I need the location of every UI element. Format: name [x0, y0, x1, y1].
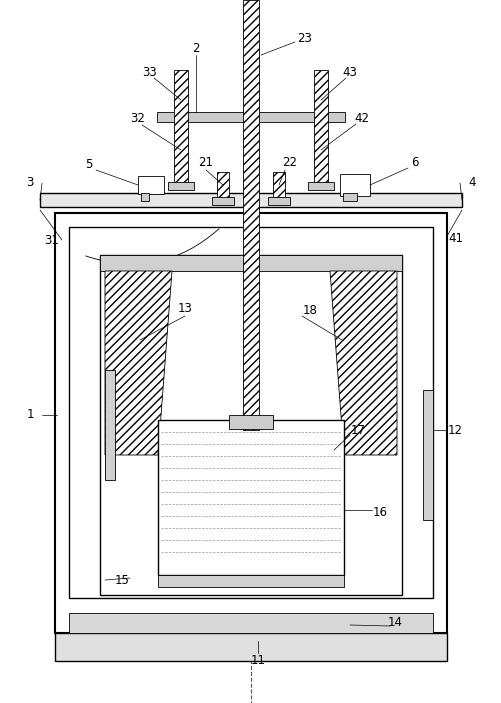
- Bar: [211, 197, 233, 205]
- Bar: [422, 390, 432, 520]
- Bar: [168, 182, 193, 190]
- Text: 12: 12: [446, 423, 461, 437]
- Bar: [308, 182, 333, 190]
- Text: 2: 2: [192, 41, 199, 55]
- Text: 23: 23: [297, 32, 312, 44]
- Text: 33: 33: [142, 65, 157, 79]
- Bar: [313, 70, 327, 185]
- Bar: [69, 227, 432, 598]
- FancyArrowPatch shape: [86, 229, 218, 264]
- Bar: [105, 370, 115, 480]
- Text: 11: 11: [250, 654, 265, 666]
- Text: 22: 22: [282, 157, 297, 169]
- Bar: [55, 213, 446, 633]
- Text: 18: 18: [302, 304, 317, 316]
- Bar: [69, 613, 432, 633]
- Bar: [242, 0, 259, 430]
- Bar: [216, 172, 228, 202]
- Bar: [252, 193, 461, 207]
- Bar: [40, 193, 249, 207]
- Bar: [174, 70, 188, 185]
- Text: 41: 41: [447, 231, 462, 245]
- Text: 3: 3: [26, 176, 34, 190]
- Bar: [273, 172, 285, 202]
- Bar: [228, 415, 273, 429]
- Bar: [157, 112, 344, 122]
- Text: 42: 42: [354, 112, 369, 124]
- Bar: [100, 255, 401, 595]
- Text: 13: 13: [177, 302, 192, 314]
- Bar: [158, 420, 343, 575]
- Bar: [138, 176, 164, 194]
- Text: 5: 5: [85, 158, 93, 172]
- Text: 14: 14: [387, 616, 402, 628]
- Polygon shape: [105, 271, 172, 455]
- Bar: [339, 174, 369, 196]
- Bar: [342, 193, 356, 201]
- Text: 16: 16: [372, 505, 387, 519]
- Text: 6: 6: [410, 157, 418, 169]
- Text: 32: 32: [130, 112, 145, 124]
- Text: 31: 31: [45, 233, 59, 247]
- Bar: [268, 197, 290, 205]
- Text: 15: 15: [114, 574, 129, 586]
- Text: 1: 1: [26, 408, 34, 422]
- Polygon shape: [329, 271, 396, 455]
- Text: 17: 17: [350, 423, 365, 437]
- Text: 21: 21: [198, 157, 213, 169]
- Bar: [141, 193, 149, 201]
- Bar: [55, 633, 446, 661]
- Bar: [158, 575, 343, 587]
- Text: 43: 43: [342, 65, 357, 79]
- Bar: [100, 255, 401, 271]
- Text: 4: 4: [467, 176, 475, 190]
